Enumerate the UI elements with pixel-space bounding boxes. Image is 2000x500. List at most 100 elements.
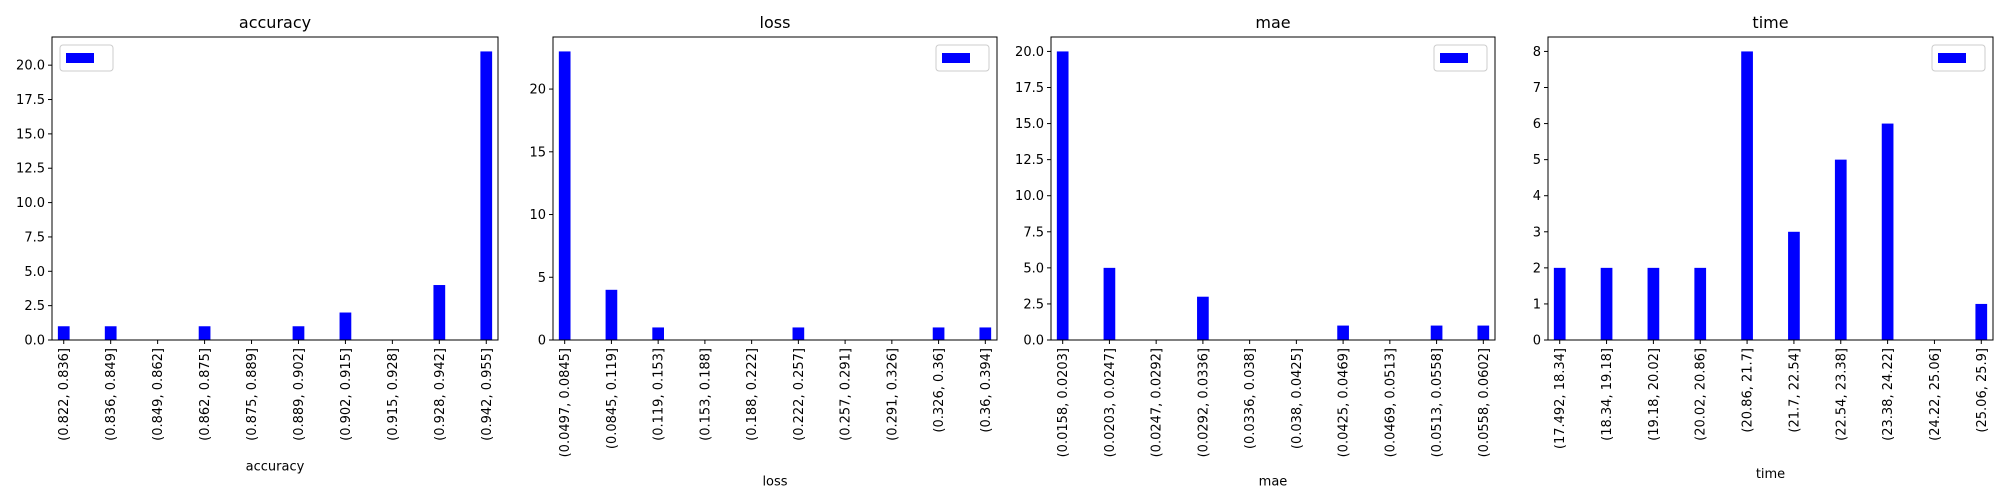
x-tick-label: (0.038, 0.0425] — [1290, 348, 1305, 449]
bar — [1600, 267, 1613, 340]
y-tick-label: 20.0 — [16, 59, 45, 74]
x-tick-label: (0.928, 0.942] — [433, 348, 448, 441]
x-tick-label: (0.119, 0.153] — [652, 348, 667, 441]
y-tick-label: 4 — [1533, 189, 1541, 204]
y-tick-label: 7 — [1533, 81, 1541, 96]
x-tick-label: (0.902, 0.915] — [339, 348, 354, 441]
x-tick-label: (0.849, 0.862] — [151, 348, 166, 441]
bar — [1430, 325, 1443, 340]
legend — [1931, 44, 1986, 72]
x-tick-label: (0.0425, 0.0469] — [1337, 348, 1352, 457]
y-tick-label: 7.5 — [24, 230, 45, 245]
y-tick-label: 12.5 — [1015, 153, 1044, 168]
bar — [1694, 267, 1707, 340]
bar — [605, 289, 618, 340]
x-axis-label: accuracy — [246, 459, 305, 474]
plot-frame — [1547, 36, 1994, 341]
chart-title: accuracy — [239, 13, 311, 32]
legend-swatch — [66, 53, 94, 63]
x-tick-label: (0.0292, 0.0336] — [1196, 348, 1211, 457]
y-tick-label: 10 — [529, 208, 546, 223]
x-tick-label: (25.06, 25.9] — [1975, 348, 1990, 433]
y-tick-label: 3 — [1533, 225, 1541, 240]
x-tick-label: (0.291, 0.326] — [885, 348, 900, 441]
chart-panel-time: 0 1 2 3 4 5 6 7 8 (17.492, 18.34] (18.34, 19.18] (1… — [1533, 13, 1994, 482]
x-tick-label: (0.0203, 0.0247] — [1103, 348, 1118, 457]
x-tick-label: (0.875, 0.889] — [245, 348, 260, 441]
x-tick-label: (0.0497, 0.0845] — [558, 348, 573, 457]
bar — [339, 312, 352, 340]
x-tick-label: (0.0558, 0.0602] — [1477, 348, 1492, 457]
y-tick-label: 15.0 — [1015, 117, 1044, 132]
x-tick-label: (21.7, 22.54] — [1787, 348, 1802, 433]
x-tick-label: (0.36, 0.394] — [979, 348, 994, 433]
x-tick-label: (18.34, 19.18] — [1600, 348, 1615, 441]
bar — [1477, 325, 1490, 340]
y-tick-label: 6 — [1533, 117, 1541, 132]
legend — [935, 44, 990, 72]
x-tick-label: (0.0247, 0.0292] — [1150, 348, 1165, 457]
legend-swatch — [942, 53, 970, 63]
x-tick-label: (24.22, 25.06] — [1928, 348, 1943, 441]
y-tick-label: 8 — [1533, 45, 1541, 60]
bar — [1553, 267, 1566, 340]
y-tick-label: 0.0 — [1023, 334, 1044, 349]
y-tick-label: 15 — [529, 145, 546, 160]
x-tick-label: (0.153, 0.188] — [698, 348, 713, 441]
chart-title: loss — [760, 13, 791, 32]
x-tick-label: (0.0158, 0.0203] — [1056, 348, 1071, 457]
y-tick-label: 17.5 — [1015, 81, 1044, 96]
x-tick-label: (0.257, 0.291] — [839, 348, 854, 441]
plot-frame — [552, 36, 998, 341]
x-tick-label: (23.38, 24.22] — [1881, 348, 1896, 441]
x-tick-label: (0.222, 0.257] — [792, 348, 807, 441]
bar — [792, 327, 805, 340]
y-tick-label: 10.0 — [16, 196, 45, 211]
bar — [1337, 325, 1349, 340]
bar — [1741, 51, 1753, 341]
y-tick-label: 5.0 — [1023, 261, 1044, 276]
x-tick-label: (0.0845, 0.119] — [605, 348, 620, 449]
legend — [1433, 44, 1488, 72]
bar — [1834, 159, 1847, 340]
legend — [59, 44, 114, 72]
y-tick-label: 7.5 — [1023, 225, 1044, 240]
x-tick-label: (0.0513, 0.0558] — [1430, 348, 1445, 457]
x-tick-label: (19.18, 20.02] — [1647, 348, 1662, 441]
x-tick-label: (0.0336, 0.038] — [1243, 348, 1258, 449]
bar — [652, 327, 664, 340]
y-tick-label: 20.0 — [1015, 45, 1044, 60]
y-tick-label: 0 — [538, 334, 546, 349]
legend-swatch — [1440, 53, 1468, 63]
plot-frame — [51, 36, 499, 341]
bar — [1975, 303, 1988, 340]
bar — [1056, 51, 1069, 341]
legend-swatch — [1938, 53, 1966, 63]
y-tick-label: 17.5 — [16, 93, 45, 108]
y-tick-label: 5 — [1533, 153, 1541, 168]
x-tick-label: (20.86, 21.7] — [1741, 348, 1756, 433]
y-tick-label: 0 — [1533, 334, 1541, 349]
x-axis-label: mae — [1259, 475, 1288, 490]
plot-frame — [1050, 36, 1496, 341]
bar — [480, 51, 493, 341]
chart-panel-loss: 0 5 10 15 20 (0.0497, 0.0845] (0.0845, 0.119] (… — [529, 13, 998, 490]
x-tick-label: (0.915, 0.928] — [386, 348, 401, 441]
x-tick-label: (0.889, 0.902] — [292, 348, 307, 441]
bar — [1881, 123, 1894, 340]
chart-title: mae — [1255, 13, 1290, 32]
x-tick-label: (20.02, 20.86] — [1694, 348, 1709, 441]
y-tick-label: 1 — [1533, 297, 1541, 312]
x-tick-label: (0.822, 0.836] — [57, 348, 72, 441]
x-tick-label: (22.54, 23.38] — [1834, 348, 1849, 441]
x-tick-label: (0.836, 0.849] — [104, 348, 119, 441]
y-tick-label: 15.0 — [16, 127, 45, 142]
x-tick-label: (0.942, 0.955] — [480, 348, 495, 441]
x-axis-label: time — [1756, 467, 1785, 482]
bar — [1788, 231, 1800, 340]
y-tick-label: 2.5 — [24, 299, 45, 314]
y-tick-label: 10.0 — [1015, 189, 1044, 204]
x-tick-label: (0.326, 0.36] — [932, 348, 947, 433]
y-tick-label: 2 — [1533, 261, 1541, 276]
